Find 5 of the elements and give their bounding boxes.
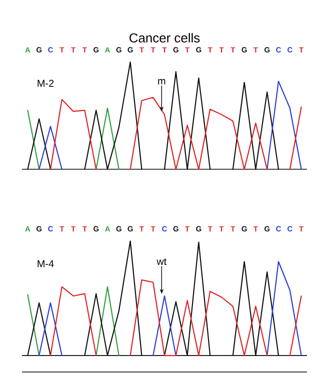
annotation: M-4 [38,260,54,268]
annotation: wt [156,258,167,266]
chart-title: Cancer cells [130,32,200,42]
annotation: M-2 [38,80,54,87]
annotation: m [158,79,166,84]
